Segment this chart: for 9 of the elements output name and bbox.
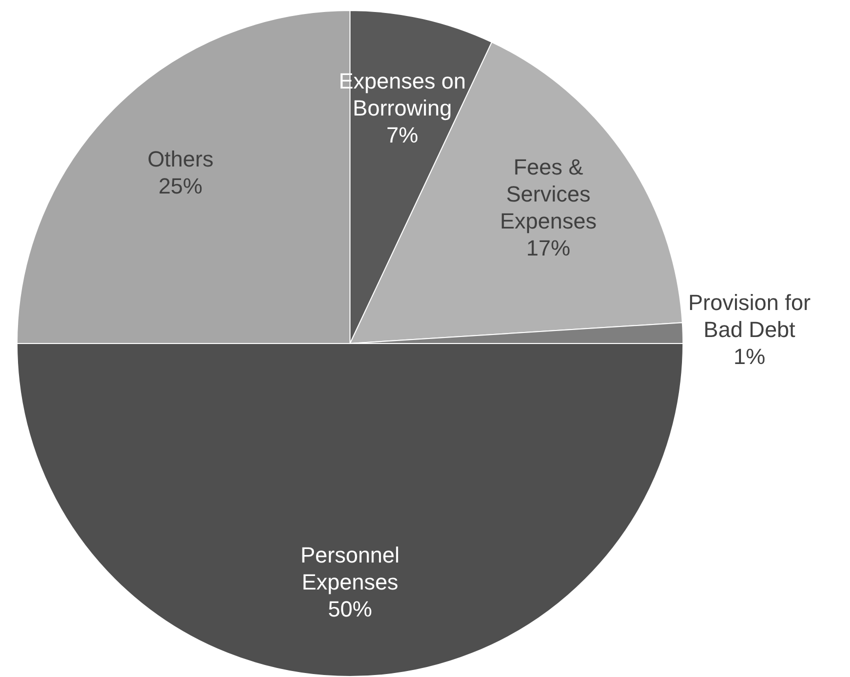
data-label: 7% bbox=[386, 122, 418, 148]
data-label: 25% bbox=[158, 174, 202, 199]
slice-label: Personnel Expenses bbox=[300, 542, 400, 594]
data-label: 17% bbox=[526, 235, 570, 260]
data-label: 50% bbox=[328, 596, 372, 622]
slice-label: Provision for Bad Debt bbox=[688, 290, 811, 342]
data-label: 1% bbox=[734, 344, 766, 370]
slice-label: Fees & Services Expenses bbox=[500, 154, 597, 234]
slice-label: Others bbox=[147, 146, 214, 172]
